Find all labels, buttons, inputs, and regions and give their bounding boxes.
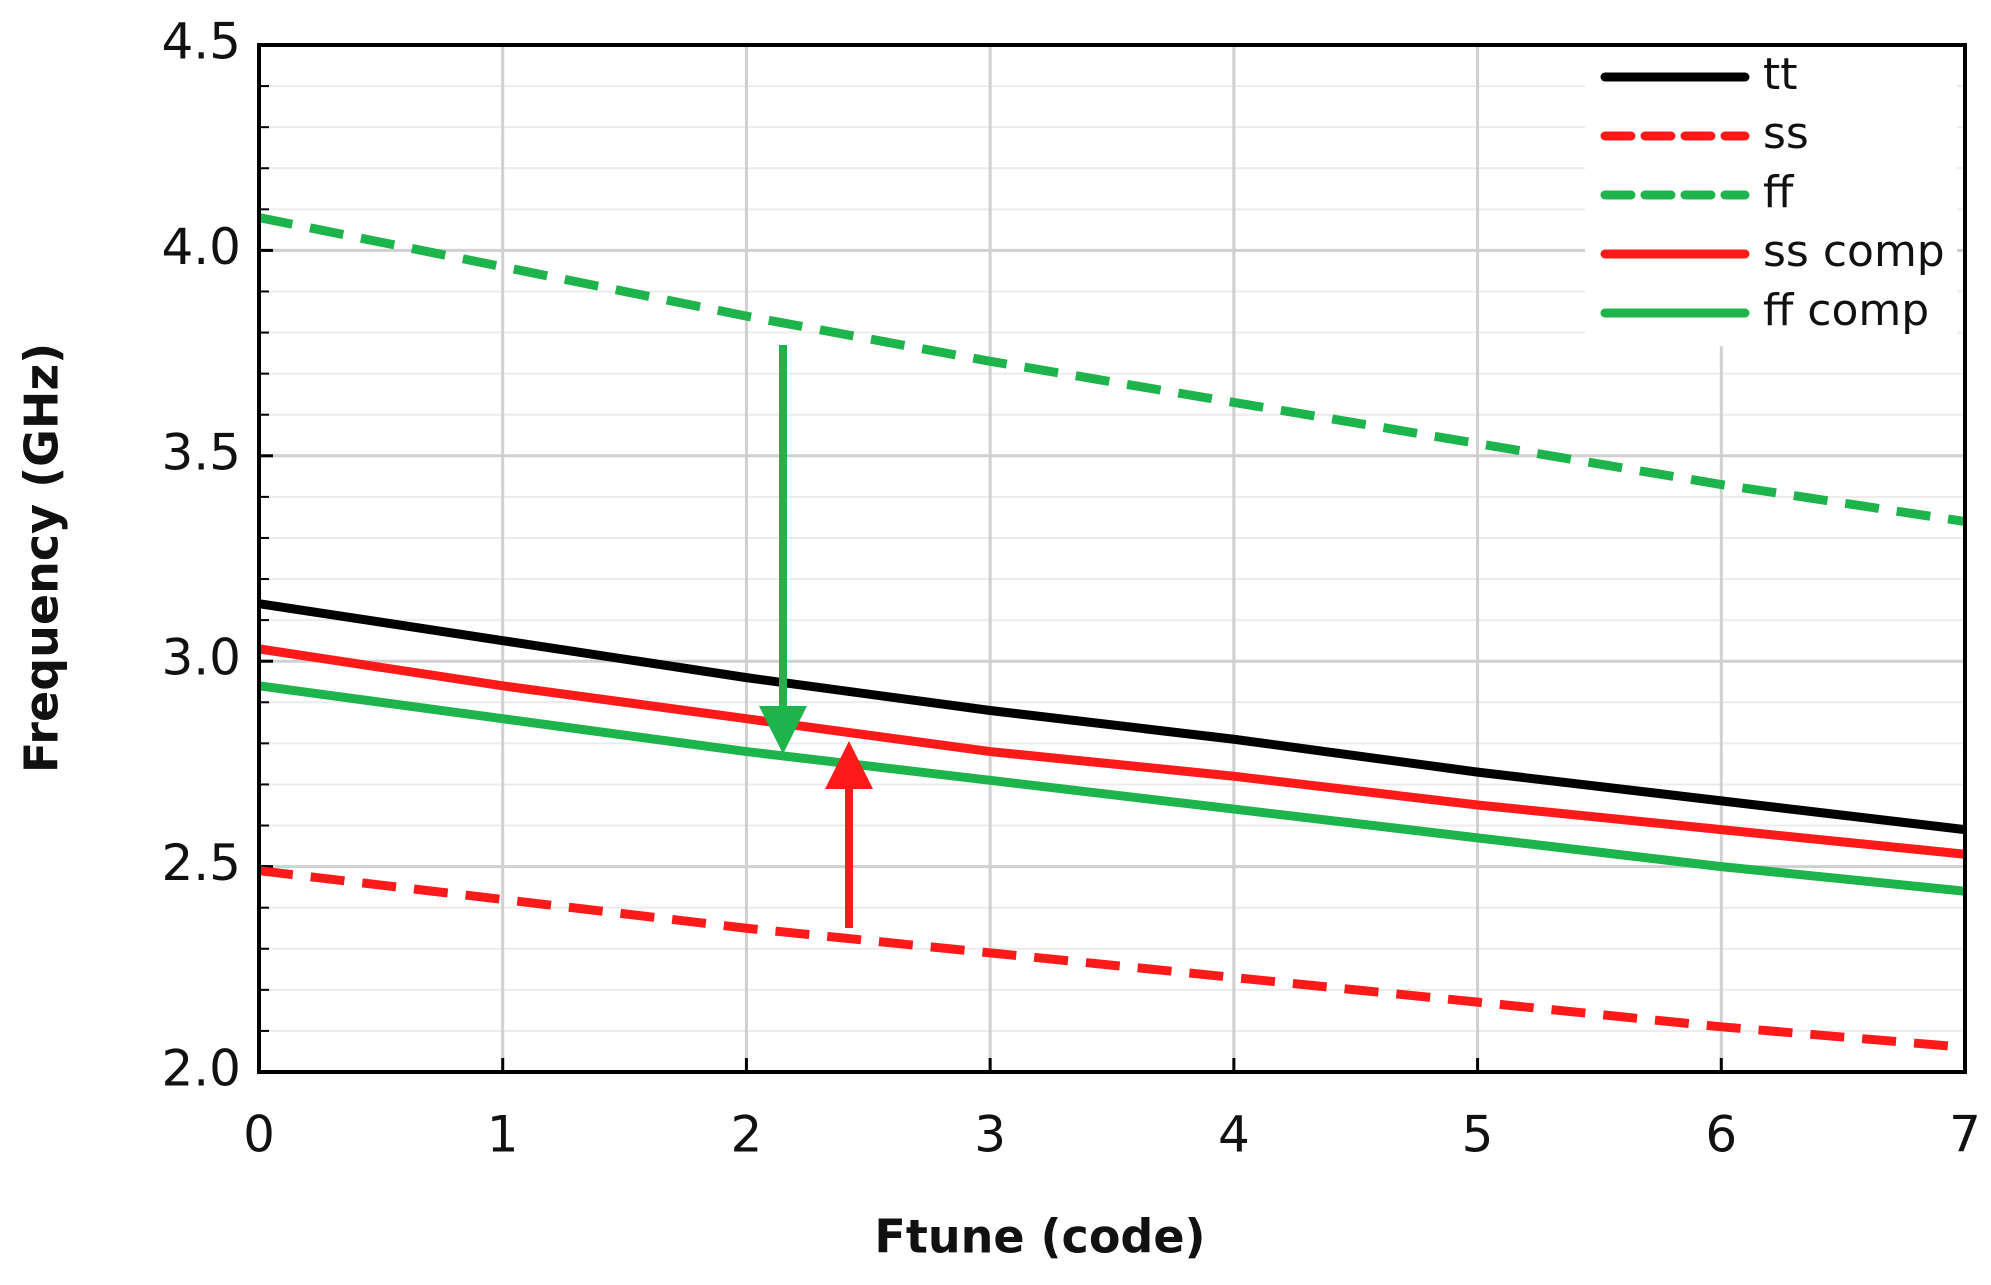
- x-tick-label: 7: [1949, 1106, 1981, 1164]
- series-line: [258, 599, 1966, 835]
- y-axis-title: Frequency (GHz): [15, 343, 69, 773]
- legend-label: ss: [1763, 108, 1809, 159]
- y-tick-label: 2.0: [161, 1040, 241, 1098]
- plot-frame: [257, 43, 1967, 1074]
- legend-label: tt: [1763, 49, 1798, 100]
- series-line: [258, 866, 1966, 1052]
- y-tick-label: 2.5: [161, 834, 241, 892]
- y-tick-label: 4.0: [161, 218, 241, 276]
- x-axis-title: Ftune (code): [874, 1210, 1205, 1264]
- y-tick-label: 4.5: [161, 13, 241, 71]
- x-tick-label: 6: [1705, 1106, 1737, 1164]
- series-line: [258, 681, 1966, 896]
- x-tick-label: 3: [974, 1106, 1006, 1164]
- x-tick-label: 5: [1462, 1106, 1494, 1164]
- legend-label: ff: [1763, 167, 1795, 218]
- y-tick-label: 3.0: [161, 629, 241, 687]
- series-line: [258, 644, 1966, 859]
- legend-label: ss comp: [1763, 226, 1945, 277]
- x-tick-label: 2: [731, 1106, 763, 1164]
- x-tick-label: 1: [487, 1106, 519, 1164]
- x-tick-label: 0: [243, 1106, 275, 1164]
- x-tick-label: 4: [1218, 1106, 1250, 1164]
- y-tick-label: 3.5: [161, 423, 241, 481]
- series-line: [258, 213, 1966, 526]
- legend-label: ff comp: [1763, 285, 1929, 336]
